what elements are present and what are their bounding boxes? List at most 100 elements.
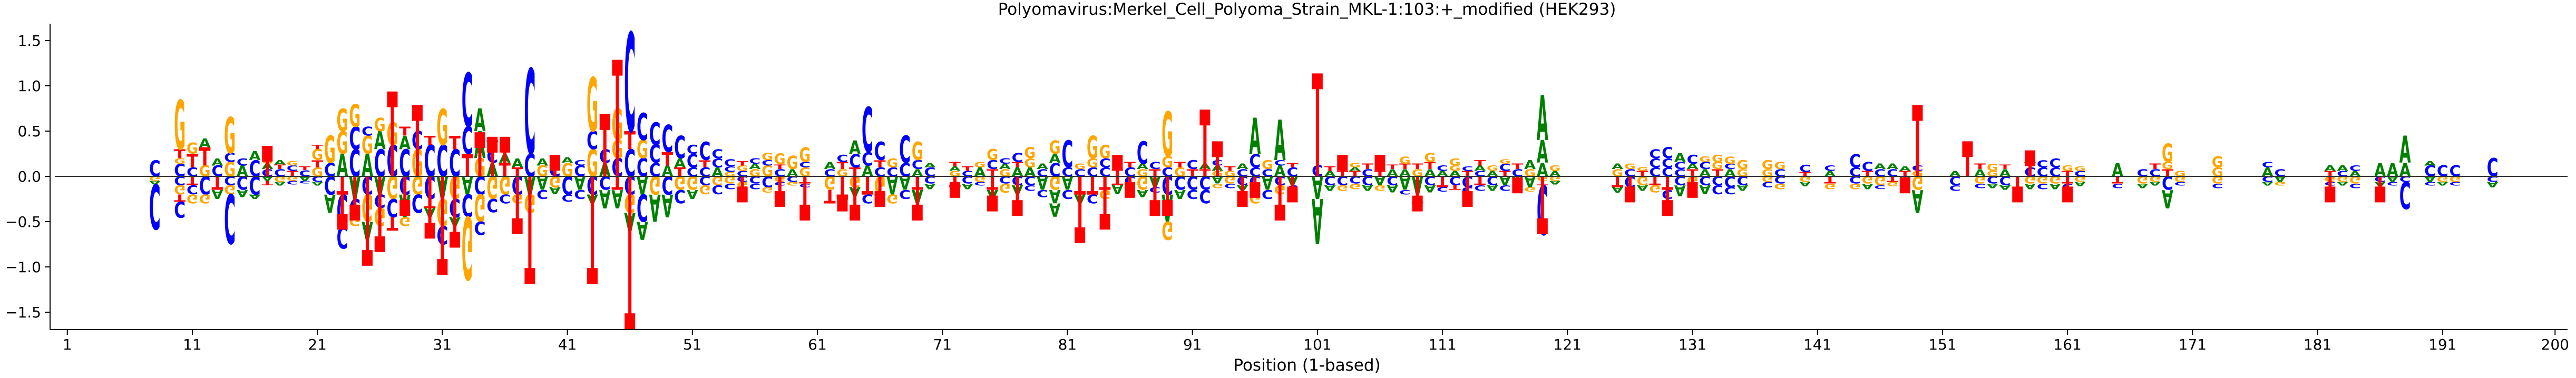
logo-letter-c: C bbox=[862, 96, 873, 167]
logo-letter-c: C bbox=[749, 157, 760, 166]
modification-marker bbox=[1312, 73, 1323, 176]
logo-letter-g: G bbox=[1087, 130, 1098, 166]
modification-marker bbox=[412, 105, 423, 176]
logo-letter-g: G bbox=[1399, 155, 1411, 166]
logo-letter-a: A bbox=[2050, 182, 2062, 191]
logo-letter-c: C bbox=[1862, 160, 1874, 174]
logo-letter-g: G bbox=[412, 170, 423, 199]
logo-letter-t: T bbox=[174, 192, 186, 204]
x-tick-label: 11 bbox=[183, 336, 202, 353]
logo-letter-g: G bbox=[1074, 162, 1086, 171]
logo-letter-c: C bbox=[1224, 182, 1236, 189]
logo-letter-g: G bbox=[2062, 164, 2073, 173]
logo-letter-c: C bbox=[649, 140, 661, 169]
logo-letter-a: A bbox=[2374, 160, 2386, 181]
logo-letter-g: G bbox=[762, 151, 773, 163]
logo-letter-a: A bbox=[324, 188, 336, 217]
logo-letter-g: G bbox=[1849, 182, 1861, 191]
logo-letter-c: C bbox=[2450, 181, 2461, 186]
logo-letter-c: C bbox=[287, 180, 298, 185]
logo-letter-g: G bbox=[1724, 155, 1736, 166]
logo-letter-g: G bbox=[1449, 156, 1461, 168]
logo-letter-g: G bbox=[1137, 172, 1148, 193]
logo-letter-a: A bbox=[1987, 182, 1998, 189]
logo-letter-g: G bbox=[1499, 158, 1511, 165]
logo-column: ACC bbox=[1949, 170, 1962, 192]
logo-letter-a: A bbox=[1862, 182, 1874, 191]
logo-letter-c: C bbox=[649, 116, 661, 152]
modification-marker bbox=[337, 176, 348, 230]
logo-letter-g: G bbox=[1099, 141, 1111, 163]
logo-letter-g: G bbox=[374, 114, 386, 136]
logo-letter-c: C bbox=[999, 157, 1011, 166]
logo-letter-g: G bbox=[174, 157, 186, 166]
logo-letter-g: G bbox=[362, 131, 373, 160]
modification-marker bbox=[437, 176, 448, 275]
logo-letter-c: C bbox=[1824, 164, 1836, 173]
logo-letter-a: A bbox=[886, 170, 898, 199]
modification-marker bbox=[1537, 176, 1548, 234]
logo-letter-g: G bbox=[886, 191, 898, 205]
logo-letter-a: A bbox=[1699, 182, 1711, 196]
x-tick-label: 71 bbox=[933, 336, 952, 353]
logo-letter-c: C bbox=[349, 142, 360, 185]
modification-marker bbox=[1212, 141, 1223, 176]
logo-letter-a: A bbox=[1674, 151, 1686, 165]
logo-letter-g: G bbox=[174, 87, 186, 166]
logo-letter-a: A bbox=[1049, 199, 1061, 221]
logo-letter-c: C bbox=[724, 165, 736, 174]
logo-letter-g: G bbox=[1049, 137, 1061, 158]
modification-marker bbox=[1374, 155, 1385, 176]
modification-marker bbox=[874, 176, 885, 207]
logo-letter-t: T bbox=[824, 185, 836, 207]
logo-letter-a: A bbox=[1612, 162, 1624, 171]
logo-letter-a: A bbox=[1799, 180, 1811, 187]
modification-marker bbox=[1687, 176, 1698, 198]
logo-letter-g: G bbox=[486, 169, 498, 205]
modification-marker bbox=[774, 176, 785, 207]
modification-marker bbox=[1199, 110, 1211, 176]
logo-letter-c: C bbox=[2487, 154, 2499, 183]
logo-letter-a: A bbox=[274, 181, 286, 186]
logo-letter-a: A bbox=[337, 148, 348, 184]
logo-letter-a: A bbox=[474, 103, 486, 138]
logo-letter-t: T bbox=[1612, 173, 1623, 190]
logo-letter-c: C bbox=[1062, 187, 1074, 201]
logo-letter-g: G bbox=[1524, 186, 1536, 193]
y-tick-label: −1.5 bbox=[5, 304, 41, 321]
logo-column: CAA bbox=[1312, 163, 1323, 255]
logo-letter-c: C bbox=[711, 182, 723, 196]
logo-letter-a: A bbox=[2399, 160, 2411, 181]
logo-letter-a: A bbox=[237, 187, 248, 199]
logo-letter-g: G bbox=[387, 169, 398, 205]
logo-letter-c: C bbox=[724, 157, 736, 169]
logo-letter-g: G bbox=[1162, 100, 1173, 172]
logo-letter-g: G bbox=[1212, 182, 1223, 189]
logo-letter-a: A bbox=[1524, 173, 1536, 190]
modification-marker bbox=[1099, 176, 1110, 230]
logo-letter-t: T bbox=[387, 213, 398, 234]
logo-letter-a: A bbox=[374, 127, 386, 156]
logo-letter-a: A bbox=[2149, 181, 2161, 186]
modification-marker bbox=[549, 155, 560, 176]
logo-letter-c: C bbox=[287, 164, 298, 173]
logo-letter-c: C bbox=[224, 151, 236, 165]
logo-letter-a: A bbox=[687, 187, 698, 201]
modification-marker bbox=[1149, 176, 1160, 216]
logo-letter-g: G bbox=[337, 103, 348, 138]
logo-letter-c: C bbox=[637, 186, 648, 229]
